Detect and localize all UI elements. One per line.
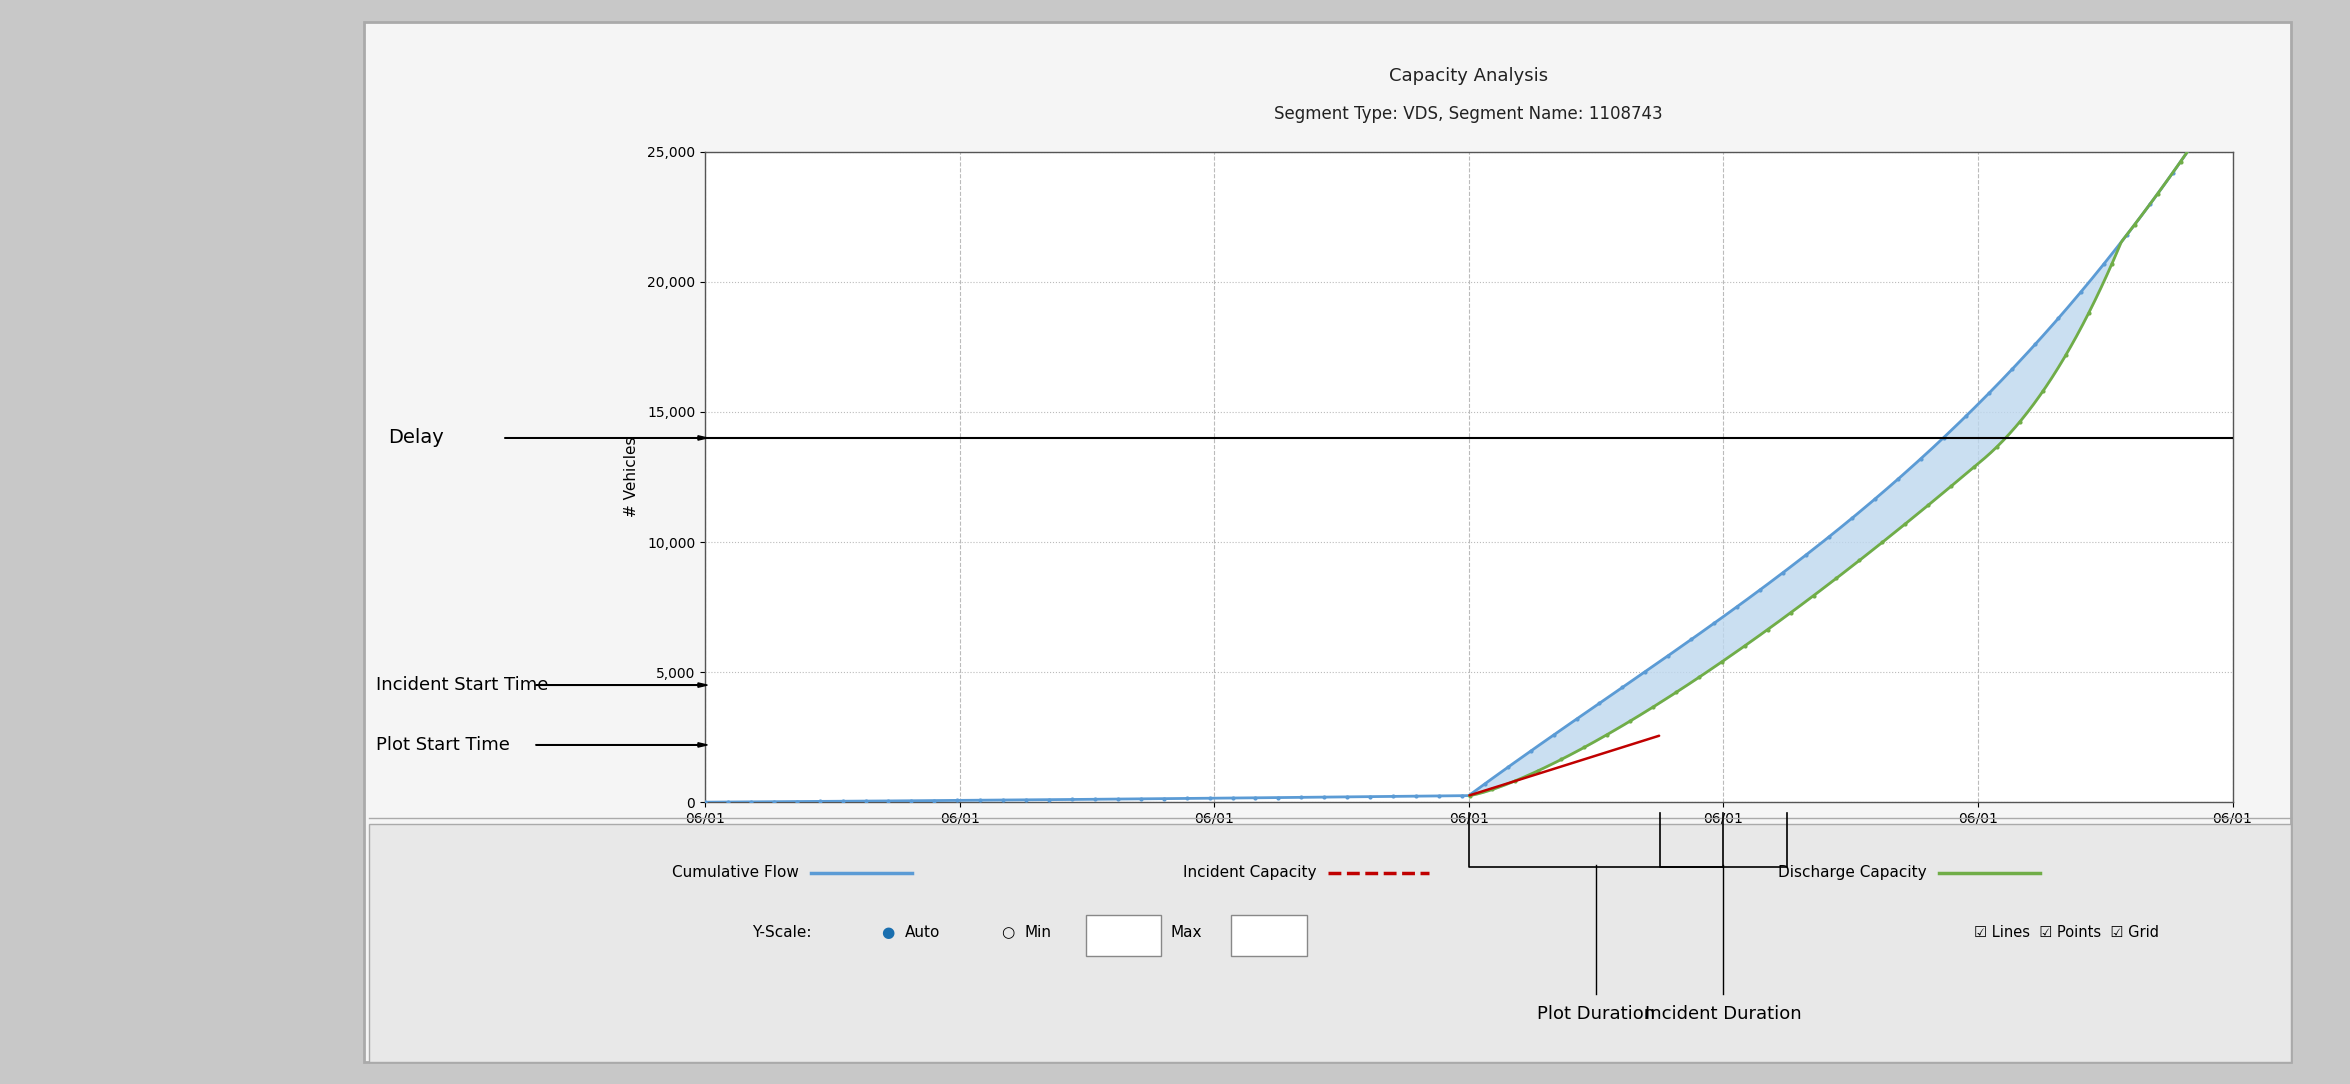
Text: ●: ● bbox=[881, 925, 895, 940]
Text: Plot Start Time: Plot Start Time bbox=[376, 736, 510, 754]
Text: Segment Type: VDS, Segment Name: 1108743: Segment Type: VDS, Segment Name: 1108743 bbox=[1274, 105, 1664, 122]
Text: Max: Max bbox=[1170, 925, 1201, 940]
Text: ○: ○ bbox=[1001, 925, 1015, 940]
Text: Y-Scale:: Y-Scale: bbox=[752, 925, 811, 940]
Y-axis label: # Vehicles: # Vehicles bbox=[623, 437, 639, 517]
Text: Incident Start Time: Incident Start Time bbox=[376, 676, 548, 694]
Text: Incident Duration: Incident Duration bbox=[1645, 1005, 1802, 1022]
Text: Plot Duration: Plot Duration bbox=[1537, 1005, 1654, 1022]
Text: ☑ Lines  ☑ Points  ☑ Grid: ☑ Lines ☑ Points ☑ Grid bbox=[1974, 925, 2160, 940]
Text: Delay: Delay bbox=[388, 428, 444, 448]
Text: Auto: Auto bbox=[905, 925, 940, 940]
Text: Capacity Analysis: Capacity Analysis bbox=[1389, 67, 1549, 85]
Text: Discharge Capacity: Discharge Capacity bbox=[1779, 865, 1927, 880]
Text: Incident Capacity: Incident Capacity bbox=[1182, 865, 1316, 880]
Text: Cumulative Flow: Cumulative Flow bbox=[672, 865, 799, 880]
Text: Min: Min bbox=[1025, 925, 1050, 940]
